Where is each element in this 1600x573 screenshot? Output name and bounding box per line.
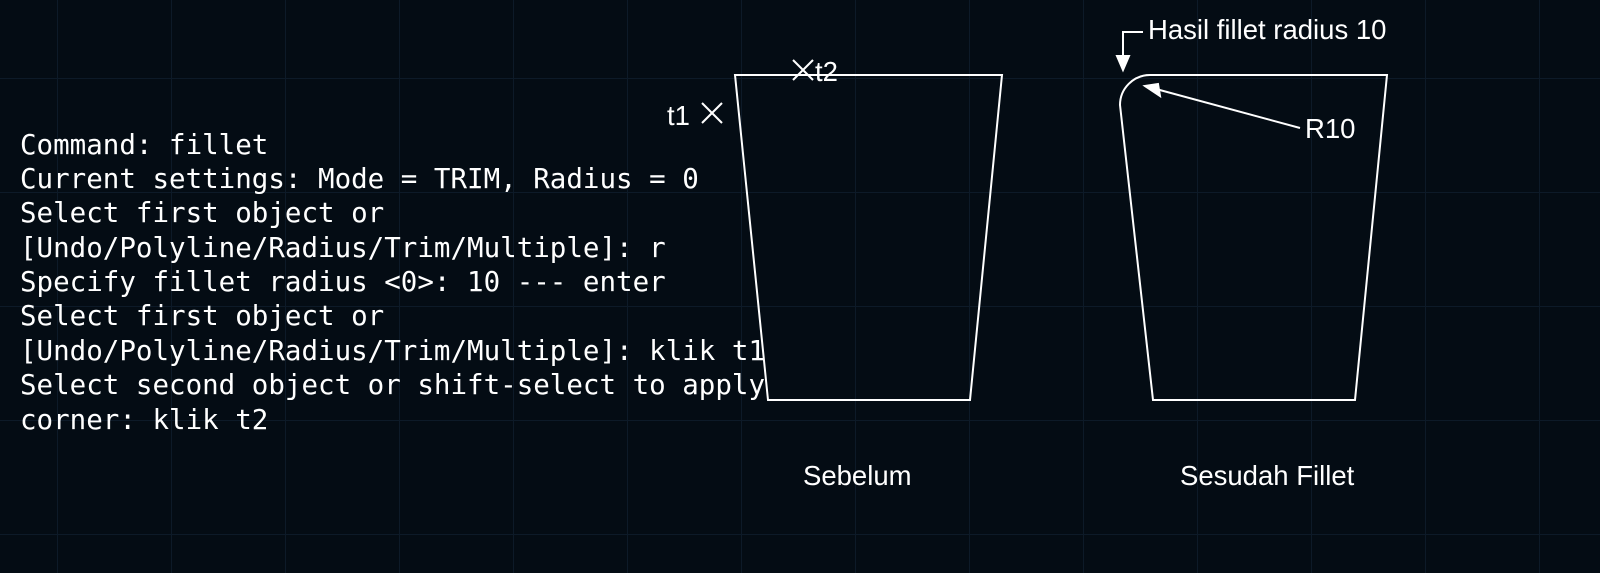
label-sesudah: Sesudah Fillet bbox=[1180, 460, 1354, 492]
drafting-canvas bbox=[0, 0, 1600, 573]
label-t1: t1 bbox=[667, 100, 690, 132]
label-sebelum: Sebelum bbox=[803, 460, 912, 492]
leader-hasil bbox=[1117, 32, 1143, 70]
label-hasil: Hasil fillet radius 10 bbox=[1148, 14, 1386, 46]
label-r10: R10 bbox=[1305, 113, 1355, 145]
pick-marker-t2 bbox=[793, 60, 813, 80]
shape-before bbox=[735, 75, 1002, 400]
label-t2: t2 bbox=[815, 56, 838, 88]
leader-r10 bbox=[1145, 84, 1300, 128]
pick-marker-t1 bbox=[702, 103, 722, 123]
